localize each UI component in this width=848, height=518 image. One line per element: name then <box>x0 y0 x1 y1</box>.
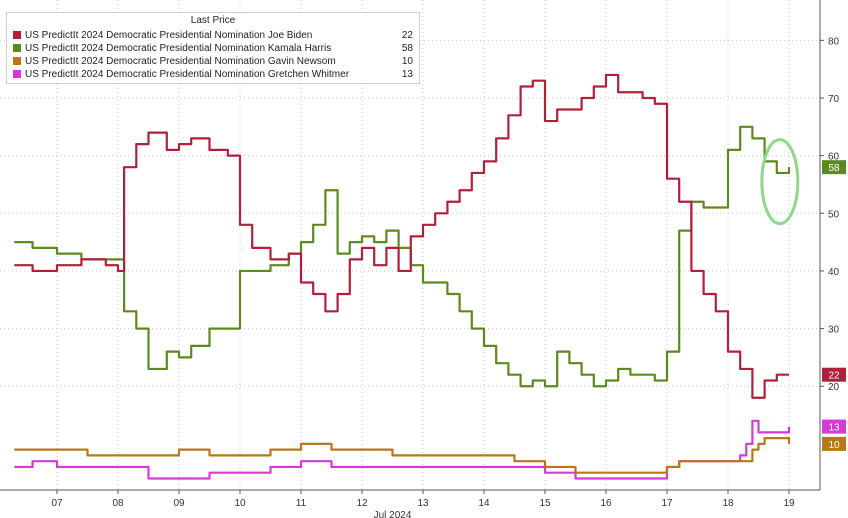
last-price-badge-whitmer <box>822 419 846 434</box>
x-tick-label: 19 <box>783 498 795 509</box>
legend-last-price: 58 <box>401 42 413 54</box>
x-tick-label: 08 <box>112 498 124 509</box>
x-tick-label: 18 <box>722 498 734 509</box>
x-tick-label: 07 <box>51 498 63 509</box>
x-axis-sublabel: Jul 2024 <box>374 510 412 518</box>
legend-series-name: US PredictIt 2024 Democratic Presidentia… <box>25 29 313 41</box>
legend-swatch <box>13 70 21 78</box>
series-line-biden <box>14 73 789 399</box>
legend-last-price: 10 <box>401 55 413 67</box>
y-tick-label: 50 <box>828 209 840 220</box>
legend-entry-newsom: US PredictIt 2024 Democratic Presidentia… <box>13 55 413 67</box>
legend-entry-harris: US PredictIt 2024 Democratic Presidentia… <box>13 42 413 54</box>
last-price-badge-label: 22 <box>828 371 840 382</box>
x-tick-label: 10 <box>234 498 246 509</box>
legend-title: Last Price <box>190 15 236 26</box>
last-price-badge-label: 58 <box>828 163 840 174</box>
x-tick-label: 17 <box>661 498 673 509</box>
y-tick-label: 80 <box>828 36 840 47</box>
legend: Last Price US PredictIt 2024 Democratic … <box>6 12 420 84</box>
series-line-harris <box>14 125 791 388</box>
legend-entry-whitmer: US PredictIt 2024 Democratic Presidentia… <box>13 68 413 80</box>
y-tick-label: 40 <box>828 267 840 278</box>
y-tick-label: 30 <box>828 325 840 336</box>
x-tick-label: 11 <box>296 498 307 509</box>
y-tick-label: 70 <box>828 94 840 105</box>
last-price-badge-label: 13 <box>828 423 840 434</box>
x-tick-label: 15 <box>539 498 551 509</box>
y-tick-label: 60 <box>828 152 840 163</box>
legend-swatch <box>13 44 21 52</box>
x-tick-label: 14 <box>478 498 490 509</box>
last-price-badge-biden <box>822 367 846 382</box>
legend-last-price: 13 <box>401 68 413 80</box>
x-tick-label: 09 <box>173 498 185 509</box>
highlight-circle <box>760 138 800 226</box>
y-tick-label: 20 <box>828 382 840 393</box>
legend-series-name: US PredictIt 2024 Democratic Presidentia… <box>25 42 332 54</box>
series-line-newsom <box>14 437 791 474</box>
legend-series-name: US PredictIt 2024 Democratic Presidentia… <box>25 68 350 80</box>
last-price-badge-harris <box>822 160 846 175</box>
last-price-badge-label: 10 <box>828 440 840 451</box>
x-tick-label: 12 <box>356 498 368 509</box>
legend-last-price: 22 <box>401 29 413 41</box>
legend-swatch <box>13 31 21 39</box>
x-tick-label: 13 <box>417 498 429 509</box>
legend-swatch <box>13 57 21 65</box>
legend-series-name: US PredictIt 2024 Democratic Presidentia… <box>25 55 336 67</box>
last-price-badge-newsom <box>822 436 846 451</box>
x-tick-label: 16 <box>600 498 612 509</box>
legend-entry-biden: US PredictIt 2024 Democratic Presidentia… <box>13 29 413 41</box>
